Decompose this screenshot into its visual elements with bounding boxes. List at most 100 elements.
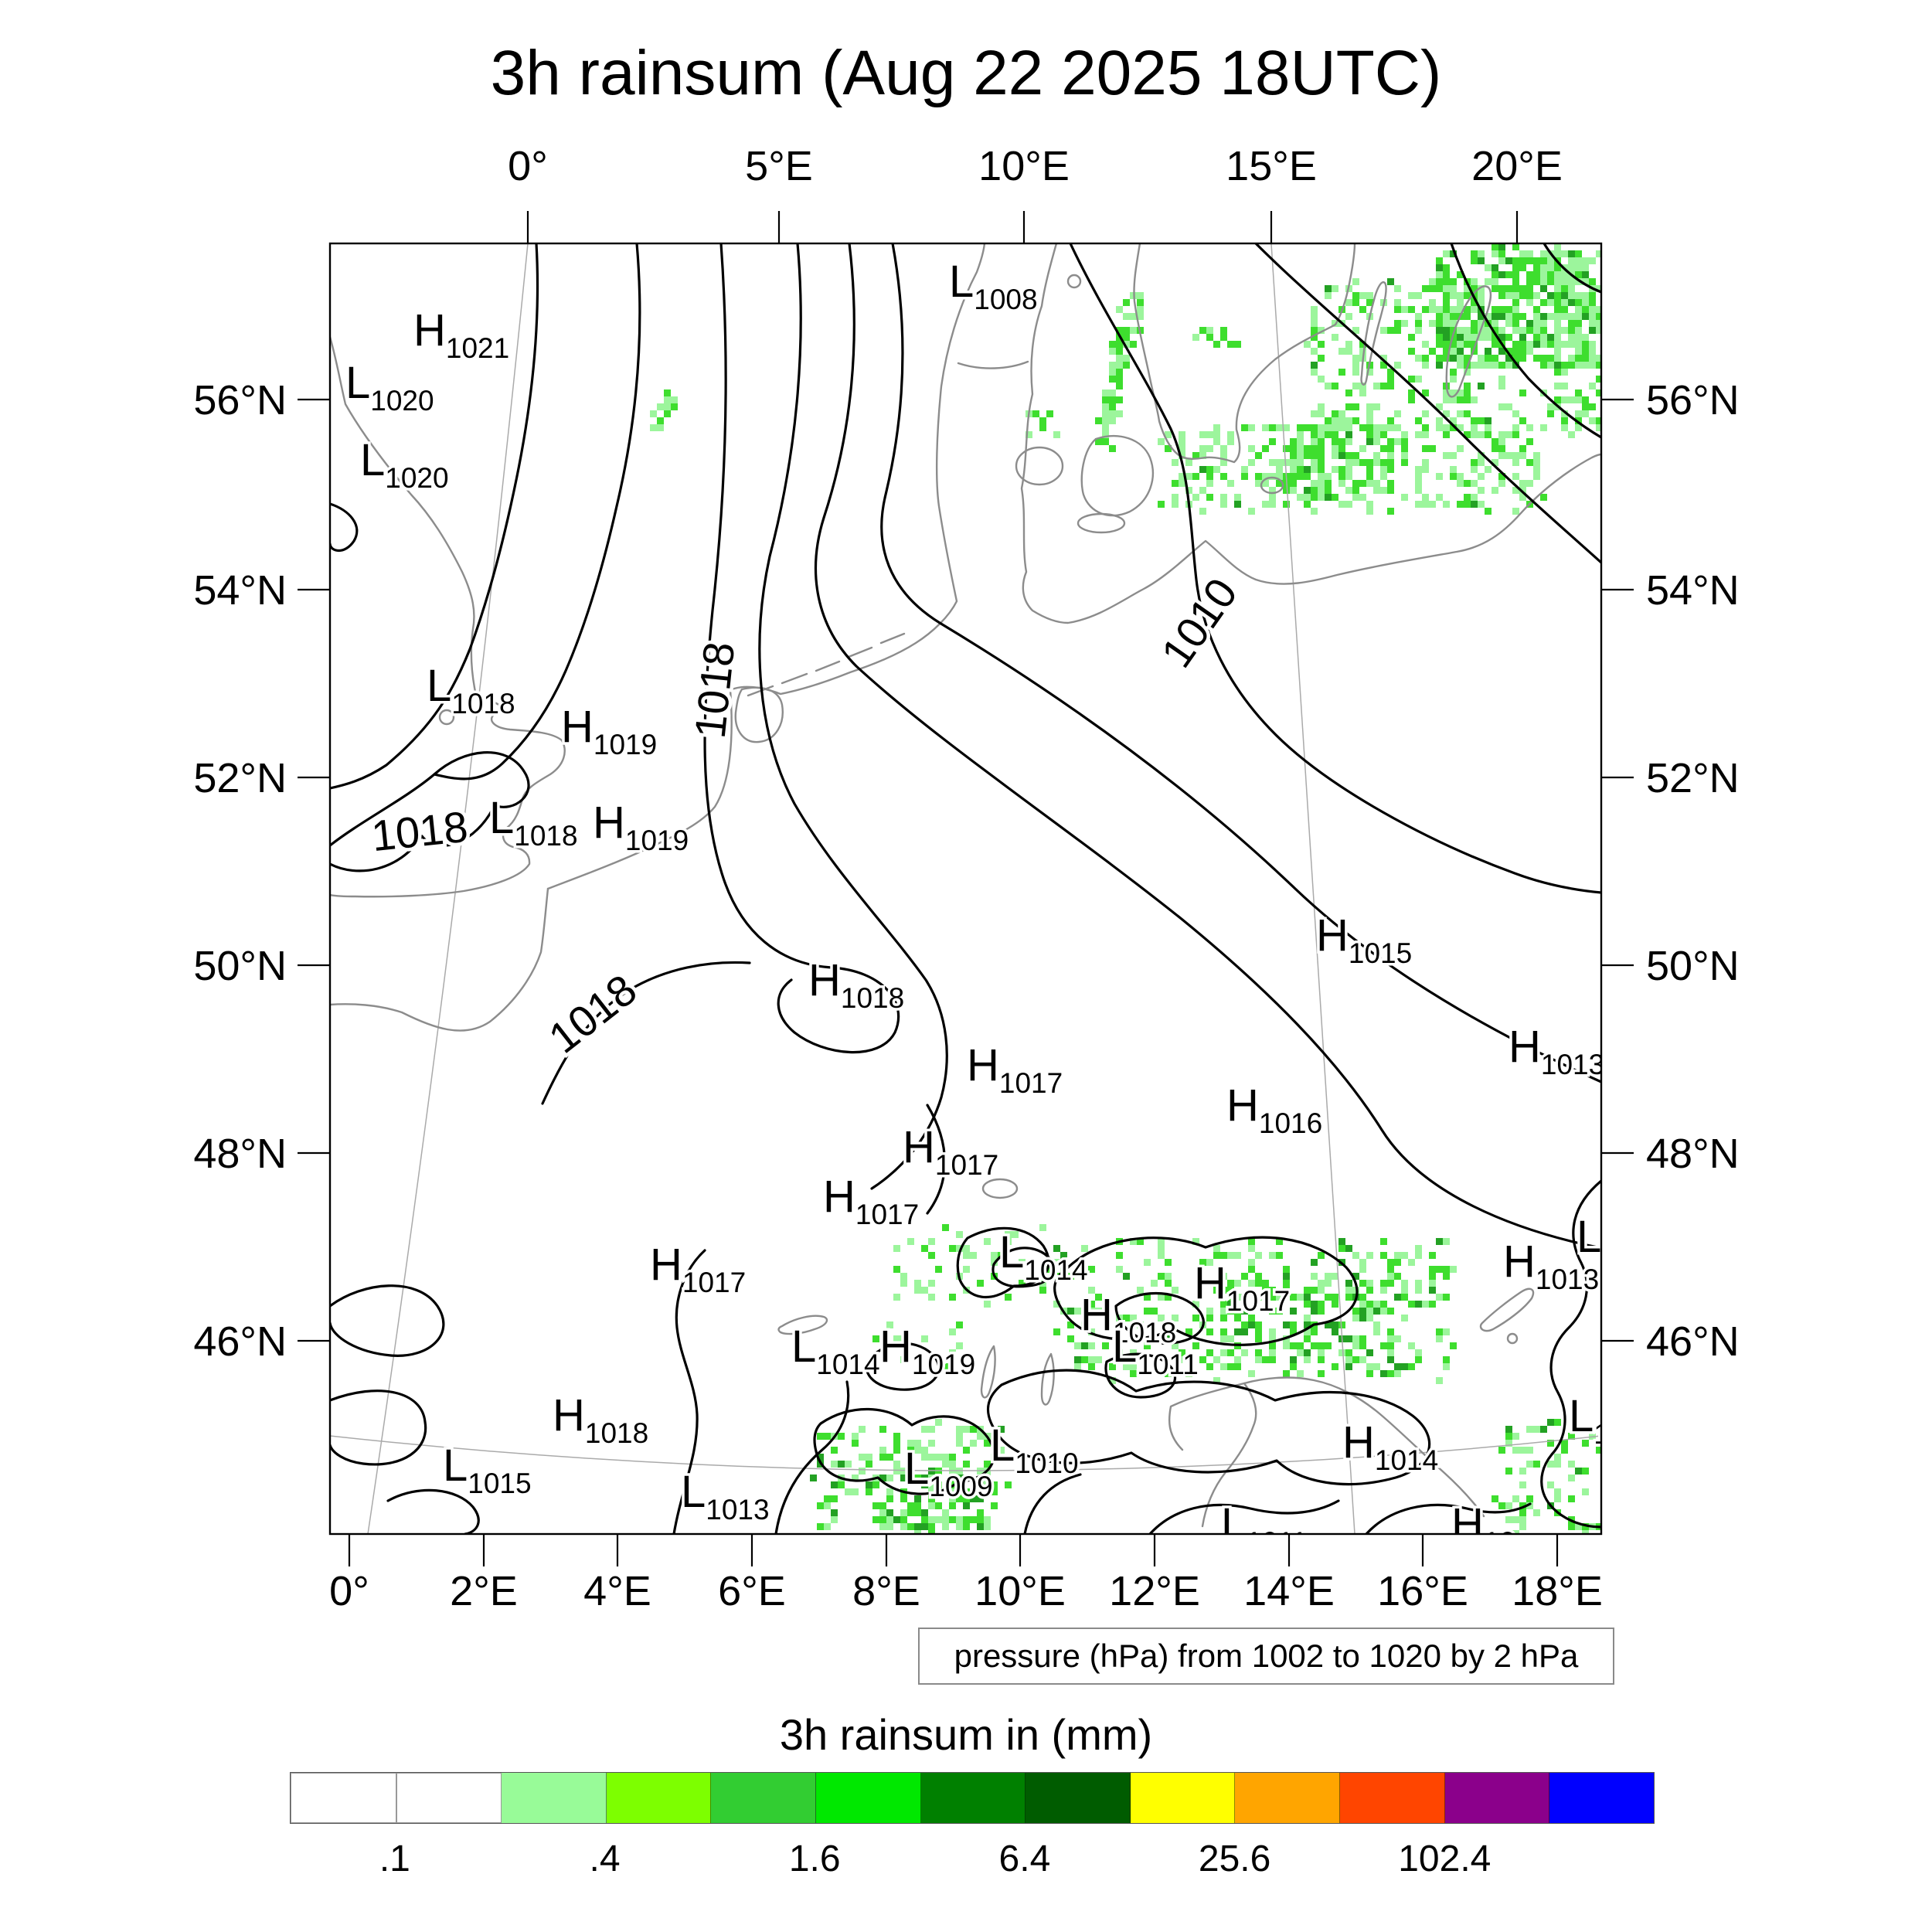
colorbar-tick-label: 102.4 xyxy=(1398,1838,1492,1879)
pressure-center-label: H1019 xyxy=(879,1321,975,1380)
right-axis-label: 54°N xyxy=(1646,567,1740,614)
top-axis-label: 0° xyxy=(508,143,548,189)
colorbar-title: 3h rainsum in (mm) xyxy=(779,1710,1153,1759)
right-axis-label: 52°N xyxy=(1646,755,1740,801)
contour-inline-label: 1018 xyxy=(369,802,470,861)
map-frame xyxy=(328,242,1603,1536)
colorbar-tick-label: .4 xyxy=(589,1838,621,1879)
pressure-center-label: H1017 xyxy=(967,1040,1063,1099)
bottom-axis-label: 2°E xyxy=(450,1568,518,1614)
colorbar-tick-label: 1.6 xyxy=(788,1838,841,1879)
pressure-center-label: H1017 xyxy=(1194,1258,1290,1317)
pressure-center-label: L1018 xyxy=(489,793,578,852)
pressure-center-label: H1015 xyxy=(1316,910,1412,969)
pressure-center-label: H1019 xyxy=(593,798,689,856)
pressure-center-label: H1013 xyxy=(1509,1022,1604,1080)
rain-region xyxy=(810,1419,1012,1530)
pressure-center-label: L1014 xyxy=(999,1227,1088,1286)
pressure-center-label: H1018 xyxy=(553,1390,648,1449)
top-axis-label: 15°E xyxy=(1226,143,1317,189)
rain-region xyxy=(650,389,678,431)
colorbar-tick-label: 6.4 xyxy=(998,1838,1051,1879)
contour-inline-label: 1018 xyxy=(685,640,744,740)
top-axis-label: 5°E xyxy=(745,143,813,189)
rain-region xyxy=(1095,292,1144,452)
right-axis-label: 48°N xyxy=(1646,1131,1740,1177)
colorbar-segment xyxy=(711,1773,817,1823)
colorbar-segment xyxy=(396,1773,502,1823)
pressure-center-label: H1017 xyxy=(650,1240,746,1298)
right-axis-label: 56°N xyxy=(1646,377,1740,423)
rain-region xyxy=(1206,1273,1401,1377)
pressure-center-label: L1011 xyxy=(1221,1499,1308,1558)
pressure-center-label: L1008 xyxy=(949,257,1038,315)
pressure-center-label: L101 xyxy=(1569,1391,1641,1450)
pressure-caption-text: pressure (hPa) from 1002 to 1020 by 2 hP… xyxy=(954,1638,1579,1674)
pressure-center-label: H10 xyxy=(1451,1499,1515,1558)
rain-region xyxy=(1026,410,1060,438)
pressure-center-label: H1017 xyxy=(903,1122,998,1181)
right-axis-label: 46°N xyxy=(1646,1318,1740,1365)
left-axis-label: 48°N xyxy=(193,1131,287,1177)
colorbar-segment xyxy=(816,1773,921,1823)
pressure-center-label: H1013 xyxy=(1503,1236,1599,1295)
contour-inline-label: 1018 xyxy=(539,964,645,1062)
rain-region xyxy=(872,1321,963,1370)
colorbar-tick-label: 25.6 xyxy=(1198,1838,1271,1879)
colorbar-segment xyxy=(502,1773,607,1823)
left-axis-label: 46°N xyxy=(193,1318,287,1365)
rain-layer xyxy=(650,243,1601,1534)
colorbar-segment xyxy=(1444,1773,1550,1823)
pressure-center-label: L1018 xyxy=(427,661,515,719)
colorbar-segment xyxy=(1130,1773,1236,1823)
bottom-axis-label: 10°E xyxy=(975,1568,1066,1614)
axis-label-layer: 0° 5°E 10°E 15°E 20°E 0° 2°E 4°E 6°E 8°E 10°E 12°E 1… xyxy=(193,143,1739,1614)
pressure-center-label: H1014 xyxy=(1342,1417,1438,1476)
colorbar-tick-label: .1 xyxy=(379,1838,410,1879)
pressure-center-label: L1009 xyxy=(904,1444,993,1502)
isobar-layer xyxy=(330,243,1601,1534)
pressure-center-label: L1010 xyxy=(990,1420,1079,1479)
pressure-center-label: H1016 xyxy=(1226,1080,1322,1139)
colorbar-labels: .1 .4 1.6 6.4 25.6 102.4 xyxy=(290,1838,1655,1884)
rain-region xyxy=(1540,243,1601,438)
colorbar-segment xyxy=(1026,1773,1131,1823)
pressure-center-label: L1020 xyxy=(345,358,434,417)
bottom-axis-label: 12°E xyxy=(1109,1568,1200,1614)
colorbar-segment xyxy=(1340,1773,1445,1823)
page-title: 3h rainsum (Aug 22 2025 18UTC) xyxy=(490,38,1442,108)
pressure-center-label: L1015 xyxy=(443,1440,532,1499)
right-axis-label: 50°N xyxy=(1646,943,1740,989)
contour-inline-label: 1010 xyxy=(1151,570,1247,676)
colorbar-segment xyxy=(606,1773,712,1823)
colorbar-segment xyxy=(920,1773,1026,1823)
pressure-center-label: L1011 xyxy=(1112,1321,1199,1380)
pressure-center-label: H1021 xyxy=(413,305,509,364)
pressure-center-label: H1019 xyxy=(561,702,657,760)
pressure-center-label: L1020 xyxy=(360,435,449,494)
pressure-center-label: L1014 xyxy=(791,1321,880,1380)
colorbar-segment xyxy=(291,1773,396,1823)
colorbar-segment xyxy=(1235,1773,1341,1823)
bottom-axis-label: 6°E xyxy=(718,1568,786,1614)
graticule-lines xyxy=(330,243,1601,1534)
pressure-center-label: H1018 xyxy=(808,955,904,1014)
pressure-center-label: L1 xyxy=(1577,1212,1617,1270)
pressure-center-label: L1013 xyxy=(681,1467,770,1526)
left-axis-label: 56°N xyxy=(193,377,287,423)
colorbar xyxy=(290,1772,1655,1824)
pressure-center-label: H1017 xyxy=(823,1172,919,1230)
bottom-axis-label: 16°E xyxy=(1377,1568,1468,1614)
bottom-axis-label: 0° xyxy=(329,1568,369,1614)
bottom-axis-label: 14°E xyxy=(1243,1568,1335,1614)
rain-region xyxy=(1283,431,1408,501)
left-axis-label: 50°N xyxy=(193,943,287,989)
pressure-center-label: H1018 xyxy=(1080,1290,1176,1349)
left-axis-label: 54°N xyxy=(193,567,287,614)
rain-region xyxy=(1492,1419,1601,1534)
top-axis-label: 10°E xyxy=(978,143,1070,189)
bottom-axis-label: 4°E xyxy=(583,1568,651,1614)
